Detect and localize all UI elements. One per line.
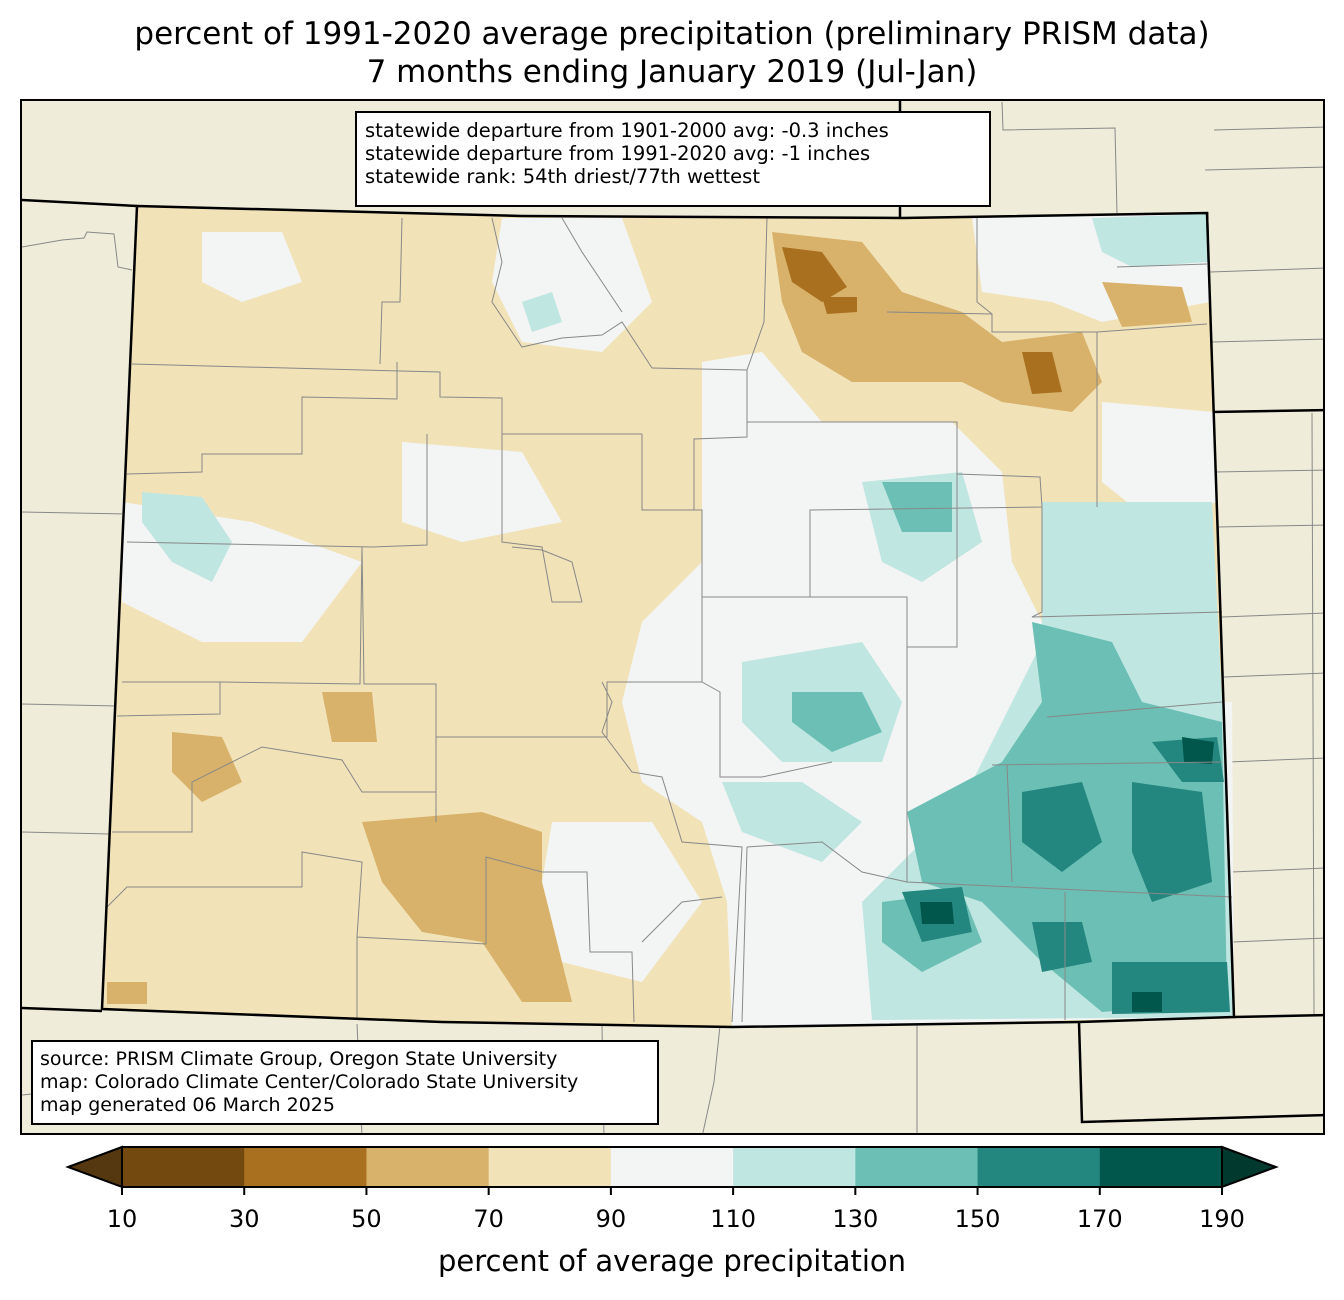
map-title-line2: 7 months ending January 2019 (Jul-Jan) [366, 54, 978, 90]
colorbar-cell [733, 1147, 856, 1187]
precip-patches [107, 214, 1234, 1027]
colorbar-tick-label: 90 [595, 1205, 627, 1233]
source-credits-box: source: PRISM Climate Group, Oregon Stat… [31, 1040, 659, 1125]
stats-departure-1901: statewide departure from 1901-2000 avg: … [365, 119, 889, 142]
colorbar-cells [122, 1147, 1223, 1187]
generated-date-line: map generated 06 March 2025 [40, 1094, 335, 1116]
stats-rank: statewide rank: 54th driest/77th wettest [365, 165, 760, 188]
stats-departure-1991: statewide departure from 1991-2020 avg: … [365, 142, 871, 165]
colorbar-tick-label: 30 [228, 1205, 260, 1233]
colorbar-under-arrow [65, 1145, 123, 1189]
map-panel [20, 99, 1325, 1135]
colorbar-tick-label: 70 [473, 1205, 504, 1233]
colorbar-tick-label: 190 [1199, 1205, 1245, 1233]
colorbar-tick-label: 170 [1076, 1205, 1123, 1233]
colorbar-tick-label: 150 [954, 1205, 1001, 1233]
colorbar-ticks [121, 1187, 1223, 1195]
colorbar-tick-label: 10 [106, 1205, 138, 1233]
colorbar-cell [488, 1147, 612, 1187]
map-credit-line: map: Colorado Climate Center/Colorado St… [40, 1071, 579, 1093]
colorbar-cell [366, 1147, 490, 1187]
colorbar-cell [610, 1147, 734, 1187]
county-lines [106, 217, 1233, 1023]
colorbar-over-arrow [1221, 1145, 1279, 1189]
colorbar-tick-label: 130 [832, 1205, 879, 1233]
colorado-border [100, 204, 1236, 1029]
statewide-stats-box: statewide departure from 1901-2000 avg: … [355, 111, 991, 207]
colorbar-outline [121, 1146, 1223, 1188]
colorbar-cell [977, 1147, 1101, 1187]
colorbar-tick-label: 110 [710, 1205, 757, 1233]
colorbar-cell [244, 1147, 367, 1187]
map-title-line1: percent of 1991-2020 average precipitati… [134, 16, 1210, 52]
colorado-precip-map [22, 101, 1323, 1133]
source-line: source: PRISM Climate Group, Oregon Stat… [40, 1048, 558, 1070]
colorbar-label: percent of average precipitation [437, 1244, 907, 1278]
colorbar-tick-label: 50 [351, 1205, 382, 1233]
colorbar [65, 1145, 1279, 1195]
colorbar-cell [855, 1147, 979, 1187]
colorbar-cell [1099, 1147, 1223, 1187]
colorbar-cell [122, 1147, 245, 1187]
